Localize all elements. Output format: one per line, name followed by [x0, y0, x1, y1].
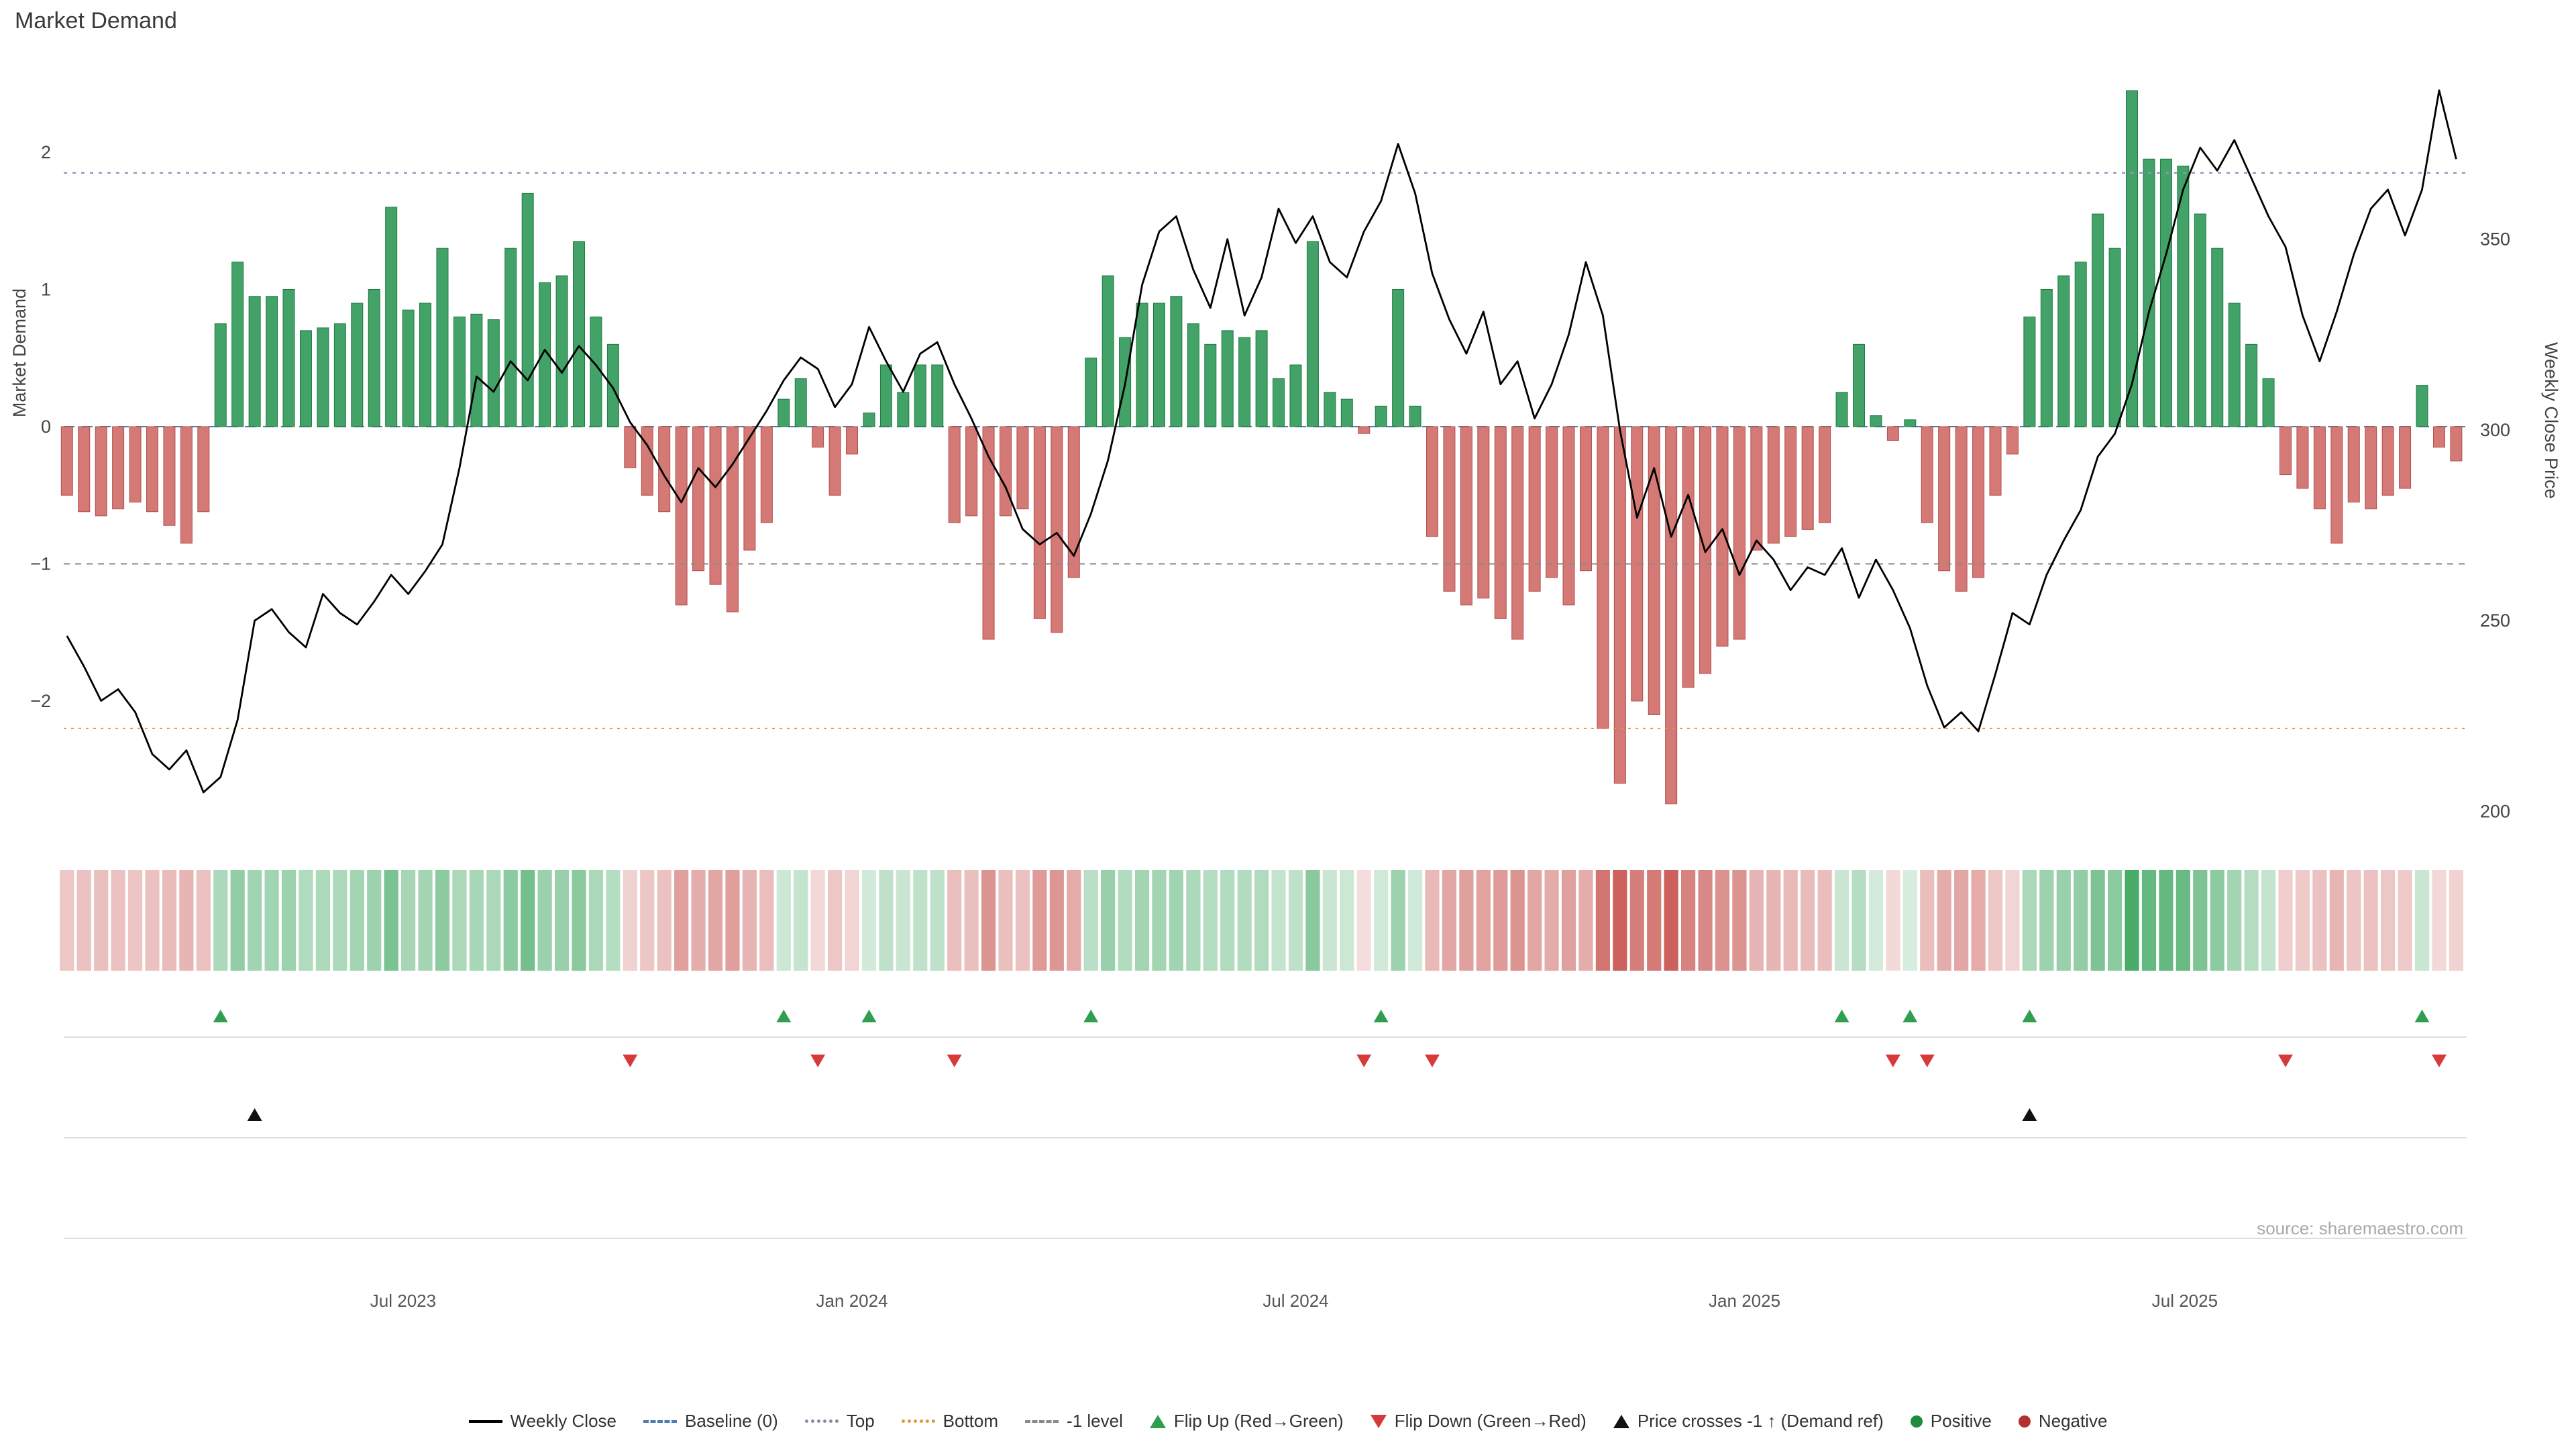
svg-text:−2: −2 [30, 691, 51, 711]
level-lines [64, 172, 2467, 729]
legend-item-minus1-level: -1 level [1025, 1411, 1123, 1432]
right-axis-ticks: 350 300 250 200 [2480, 229, 2510, 822]
positive-dot-icon [1910, 1415, 1923, 1428]
minus1-dash-line-icon [1025, 1419, 1059, 1423]
x-axis-ticks: Jul 2023 Jan 2024 Jul 2024 Jan 2025 Jul 2025 [370, 1291, 2218, 1311]
negative-dot-icon [2018, 1415, 2031, 1428]
svg-text:−1: −1 [30, 554, 51, 574]
legend-item-baseline: Baseline (0) [643, 1411, 778, 1432]
legend-item-bottom: Bottom [901, 1411, 999, 1432]
svg-text:350: 350 [2480, 229, 2510, 250]
page-title: Market Demand [15, 8, 177, 34]
flip-up-triangle-icon [1149, 1414, 1166, 1428]
legend-item-price-cross: Price crosses -1 ↑ (Demand ref) [1613, 1411, 1884, 1432]
weekly-close-line [66, 89, 2457, 794]
legend-item-weekly-close: Weekly Close [468, 1411, 616, 1432]
price-cross-triangle-icon [1613, 1414, 1629, 1428]
legend-item-top: Top [804, 1411, 875, 1432]
legend-label-positive: Positive [1930, 1411, 1992, 1431]
weekly-close-line-icon [468, 1419, 502, 1423]
left-axis-label: Market Demand [9, 288, 30, 418]
source-credit: source: sharemaestro.com [2257, 1218, 2463, 1238]
legend-label-weekly-close: Weekly Close [510, 1411, 616, 1431]
legend-label-minus1-level: -1 level [1067, 1411, 1123, 1431]
svg-text:Jul 2023: Jul 2023 [370, 1291, 436, 1311]
legend-label-negative: Negative [2038, 1411, 2108, 1431]
legend-label-price-cross: Price crosses -1 ↑ (Demand ref) [1637, 1411, 1884, 1431]
flip-up-markers [213, 1010, 2430, 1022]
price-cross-markers [247, 1108, 2037, 1121]
legend-item-flip-up: Flip Up (Red→Green) [1149, 1411, 1344, 1432]
svg-text:1: 1 [41, 280, 51, 300]
svg-text:Jul 2024: Jul 2024 [1263, 1291, 1328, 1311]
svg-text:Jan 2024: Jan 2024 [816, 1291, 888, 1311]
svg-text:Jan 2025: Jan 2025 [1709, 1291, 1780, 1311]
left-axis-ticks: 2 1 0 −1 −2 [30, 142, 51, 711]
top-dotted-line-icon [804, 1419, 839, 1423]
legend-item-flip-down: Flip Down (Green→Red) [1370, 1411, 1587, 1432]
legend-label-baseline: Baseline (0) [685, 1411, 778, 1431]
legend-label-bottom: Bottom [943, 1411, 999, 1431]
demand-heatmap-strip [60, 870, 2463, 971]
baseline-dash-icon [643, 1419, 677, 1423]
marker-gridlines [64, 1036, 2467, 1239]
legend-label-top: Top [846, 1411, 875, 1431]
bottom-dotted-line-icon [901, 1419, 935, 1423]
svg-text:300: 300 [2480, 420, 2510, 440]
svg-text:Jul 2025: Jul 2025 [2152, 1291, 2218, 1311]
legend: Weekly Close Baseline (0) Top Bottom -1 … [0, 1411, 2576, 1432]
svg-text:250: 250 [2480, 610, 2510, 631]
svg-text:2: 2 [41, 142, 51, 162]
flip-down-markers [623, 1055, 2447, 1067]
svg-text:200: 200 [2480, 802, 2510, 822]
svg-text:0: 0 [41, 417, 51, 437]
flip-down-triangle-icon [1370, 1414, 1387, 1428]
legend-label-flip-up: Flip Up (Red→Green) [1173, 1411, 1344, 1431]
legend-label-flip-down: Flip Down (Green→Red) [1394, 1411, 1587, 1431]
right-axis-label: Weekly Close Price [2541, 342, 2561, 499]
legend-item-negative: Negative [2018, 1411, 2108, 1432]
demand-bars [60, 90, 2463, 804]
legend-item-positive: Positive [1910, 1411, 1992, 1432]
